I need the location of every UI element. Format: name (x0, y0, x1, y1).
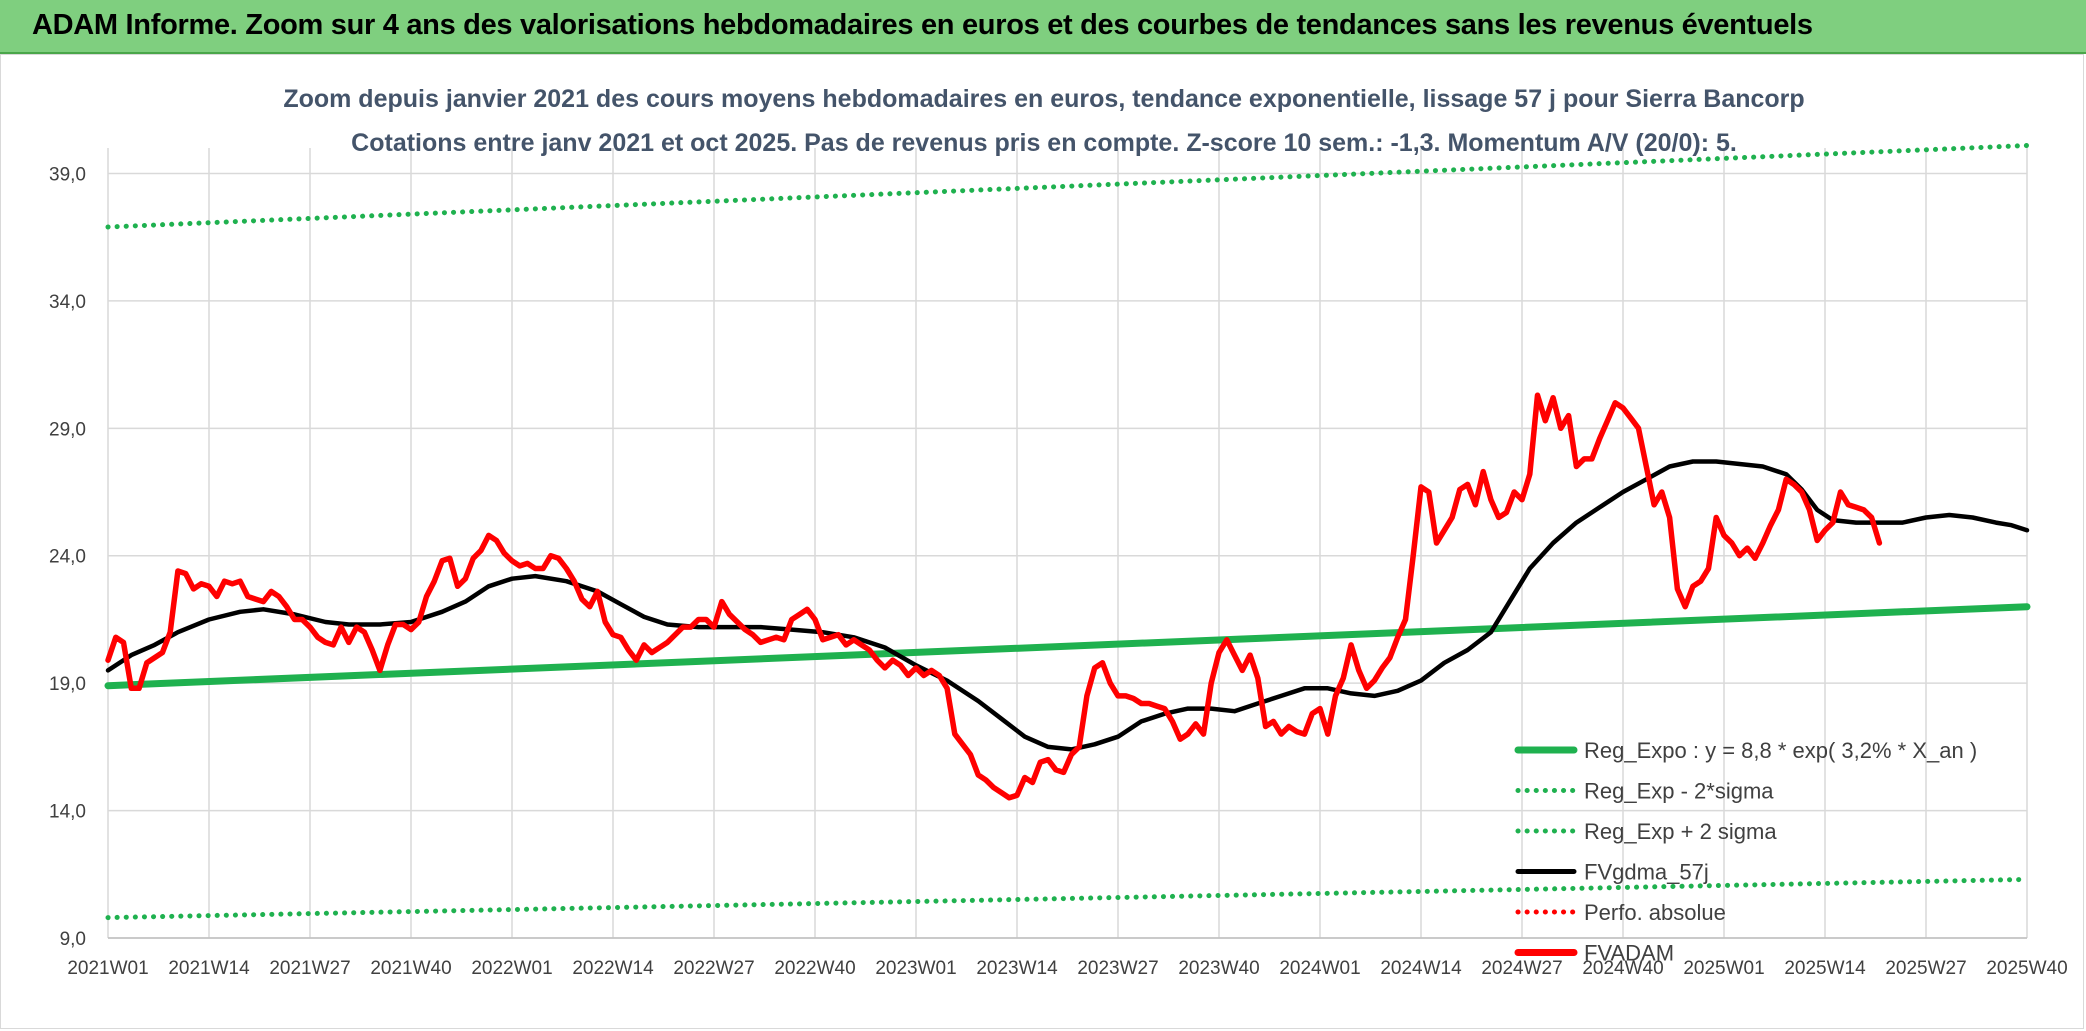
x-tick-label: 2021W14 (168, 958, 250, 979)
x-tick-label: 2021W01 (67, 958, 148, 979)
x-tick-label: 2022W27 (673, 958, 754, 979)
x-tick-label: 2025W40 (1986, 958, 2067, 979)
x-tick-label: 2024W27 (1481, 958, 1562, 979)
x-tick-label: 2022W14 (572, 958, 654, 979)
y-tick-label: 19,0 (49, 674, 86, 695)
y-tick-label: 39,0 (49, 164, 86, 185)
series-line (104, 603, 2031, 690)
x-tick-label: 2023W40 (1178, 958, 1259, 979)
y-tick-label: 29,0 (49, 419, 86, 440)
x-tick-label: 2025W01 (1683, 958, 1764, 979)
x-tick-label: 2025W27 (1885, 958, 1966, 979)
x-tick-label: 2024W40 (1582, 958, 1663, 979)
report-title: ADAM Informe. Zoom sur 4 ans des valoris… (32, 9, 1813, 41)
x-tick-label: 2021W27 (269, 958, 350, 979)
x-tick-label: 2024W01 (1279, 958, 1360, 979)
x-tick-label: 2023W01 (875, 958, 956, 979)
x-axis: 2021W01 2021W14 2021W27 2021W40 2022W01 2022W… (67, 937, 2068, 979)
y-tick-label: 14,0 (49, 802, 86, 823)
y-tick-label: 9,0 (60, 929, 86, 950)
x-tick-label: 2023W27 (1077, 958, 1158, 979)
chart-grid (107, 148, 2028, 939)
series-line (105, 459, 2030, 752)
y-tick-label: 34,0 (49, 292, 86, 313)
x-tick-label: 2022W01 (471, 958, 552, 979)
report-banner: ADAM Informe. Zoom sur 4 ans des valoris… (0, 0, 2086, 54)
y-axis: 39,0 34,0 29,0 24,0 19,0 14,0 9,0 (49, 164, 86, 950)
x-tick-label: 2025W14 (1784, 958, 1866, 979)
x-tick-label: 2023W14 (976, 958, 1058, 979)
series-line (105, 143, 2030, 230)
x-tick-label: 2022W40 (774, 958, 855, 979)
line-chart: 39,034,029,024,019,014,09,0 2021W01 2021W… (49, 143, 2068, 979)
series-line (105, 392, 1883, 801)
series-line (105, 876, 2030, 921)
chart-subtitle: Cotations entre janv 2021 et oct 2025. P… (351, 129, 1737, 157)
y-tick-label: 24,0 (49, 547, 86, 568)
plot-area (104, 143, 2031, 921)
x-tick-label: 2021W40 (370, 958, 451, 979)
chart-title: Zoom depuis janvier 2021 des cours moyen… (283, 85, 1805, 113)
x-tick-label: 2024W14 (1380, 958, 1462, 979)
chart-frame: 39,0 34,0 29,0 24,0 19,0 14,0 9,0 2021W01 2021W… (0, 54, 2084, 1029)
